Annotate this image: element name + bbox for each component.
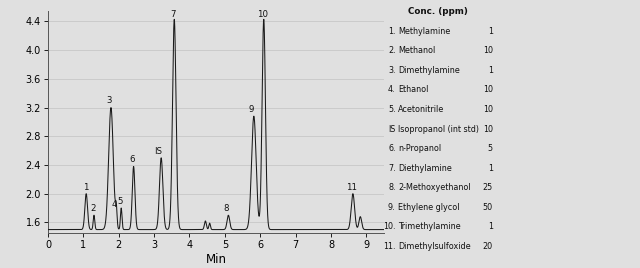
Text: 20: 20 <box>483 242 493 251</box>
Text: 2.: 2. <box>388 46 396 55</box>
Text: 10: 10 <box>483 105 493 114</box>
Text: 11.: 11. <box>383 242 396 251</box>
Text: Trimethylamine: Trimethylamine <box>398 222 461 232</box>
Text: 10: 10 <box>257 10 268 18</box>
Text: 9.: 9. <box>388 203 396 212</box>
Text: 5.: 5. <box>388 105 396 114</box>
Text: Ethanol: Ethanol <box>398 85 428 95</box>
Text: 10: 10 <box>483 46 493 55</box>
Text: 10: 10 <box>483 125 493 134</box>
Text: 10.: 10. <box>383 222 396 232</box>
Text: 1: 1 <box>488 222 493 232</box>
Text: 1.: 1. <box>388 27 396 36</box>
Text: Conc. (ppm): Conc. (ppm) <box>408 7 468 16</box>
Text: 25: 25 <box>483 183 493 192</box>
Text: 4.: 4. <box>388 85 396 95</box>
Text: Methylamine: Methylamine <box>398 27 451 36</box>
Text: 1: 1 <box>488 164 493 173</box>
Text: 8: 8 <box>224 204 229 213</box>
Text: 1: 1 <box>83 183 89 192</box>
Text: IS: IS <box>154 147 163 156</box>
Text: 6: 6 <box>129 155 134 164</box>
Text: 3.: 3. <box>388 66 396 75</box>
Text: IS: IS <box>388 125 396 134</box>
Text: Methanol: Methanol <box>398 46 435 55</box>
Text: 11: 11 <box>346 183 356 192</box>
Text: 10: 10 <box>483 85 493 95</box>
Text: 9: 9 <box>249 105 254 114</box>
Text: Acetonitrile: Acetonitrile <box>398 105 444 114</box>
Text: 1: 1 <box>488 66 493 75</box>
Text: 6.: 6. <box>388 144 396 153</box>
Text: 8.: 8. <box>388 183 396 192</box>
Text: Isopropanol (int std): Isopropanol (int std) <box>398 125 479 134</box>
Text: 4: 4 <box>112 200 117 209</box>
Text: Dimethylamine: Dimethylamine <box>398 66 460 75</box>
Text: Diethylamine: Diethylamine <box>398 164 452 173</box>
Text: n-Propanol: n-Propanol <box>398 144 441 153</box>
Text: Ethylene glycol: Ethylene glycol <box>398 203 460 212</box>
Text: 5: 5 <box>117 197 122 206</box>
Text: 50: 50 <box>483 203 493 212</box>
X-axis label: Min: Min <box>205 253 227 266</box>
Text: 7.: 7. <box>388 164 396 173</box>
Text: 3: 3 <box>106 96 112 105</box>
Text: 5: 5 <box>488 144 493 153</box>
Text: 2: 2 <box>90 204 95 213</box>
Text: Dimethylsulfoxide: Dimethylsulfoxide <box>398 242 470 251</box>
Text: 7: 7 <box>170 10 175 18</box>
Text: 1: 1 <box>488 27 493 36</box>
Text: 2-Methoxyethanol: 2-Methoxyethanol <box>398 183 470 192</box>
